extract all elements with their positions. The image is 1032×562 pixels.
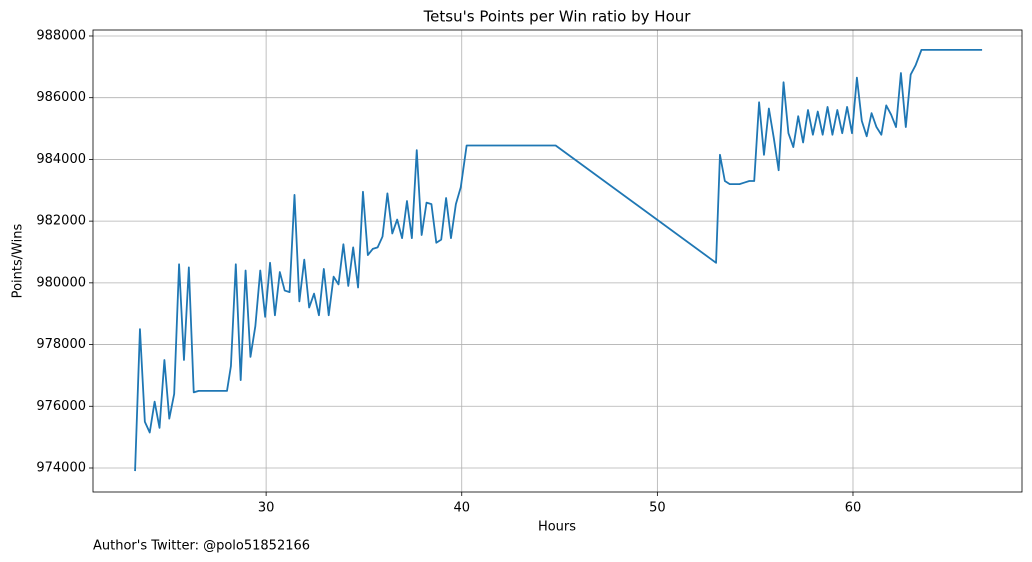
y-tick-label: 974000 <box>36 460 86 475</box>
x-axis-label: Hours <box>538 520 576 535</box>
y-tick-label: 982000 <box>36 214 86 229</box>
y-tick-label: 976000 <box>36 399 86 414</box>
y-tick-label: 984000 <box>36 152 86 167</box>
x-tick-label: 60 <box>845 501 862 516</box>
caption: Author's Twitter: @polo51852166 <box>93 539 310 554</box>
data-line <box>134 48 983 472</box>
x-tick-label: 30 <box>258 501 275 516</box>
y-tick-label: 980000 <box>36 275 86 290</box>
y-tick-label: 986000 <box>36 90 86 105</box>
y-tick-label: 978000 <box>36 337 86 352</box>
x-tick-label: 40 <box>453 501 470 516</box>
y-axis-label: Points/Wins <box>11 223 26 298</box>
chart-title: Tetsu's Points per Win ratio by Hour <box>423 8 692 26</box>
x-tick-label: 50 <box>649 501 666 516</box>
plot-frame <box>92 29 1023 493</box>
y-tick-label: 988000 <box>36 28 86 43</box>
